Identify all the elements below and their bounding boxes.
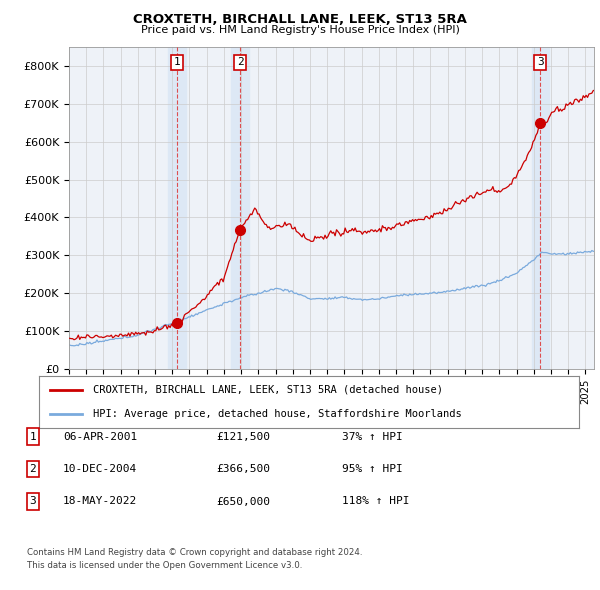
Text: 2: 2	[237, 57, 244, 67]
Text: 118% ↑ HPI: 118% ↑ HPI	[342, 497, 409, 506]
Bar	[232, 47, 249, 369]
Text: CROXTETH, BIRCHALL LANE, LEEK, ST13 5RA (detached house): CROXTETH, BIRCHALL LANE, LEEK, ST13 5RA …	[93, 385, 443, 395]
Text: 06-APR-2001: 06-APR-2001	[63, 432, 137, 441]
Bar	[532, 47, 549, 369]
Bar	[169, 47, 185, 369]
Text: 37% ↑ HPI: 37% ↑ HPI	[342, 432, 403, 441]
Text: 1: 1	[29, 432, 37, 441]
Text: 1: 1	[173, 57, 181, 67]
Text: This data is licensed under the Open Government Licence v3.0.: This data is licensed under the Open Gov…	[27, 560, 302, 569]
Text: Price paid vs. HM Land Registry's House Price Index (HPI): Price paid vs. HM Land Registry's House …	[140, 25, 460, 35]
Text: HPI: Average price, detached house, Staffordshire Moorlands: HPI: Average price, detached house, Staf…	[93, 409, 462, 419]
Text: 3: 3	[29, 497, 37, 506]
Text: 10-DEC-2004: 10-DEC-2004	[63, 464, 137, 474]
Text: £650,000: £650,000	[216, 497, 270, 506]
Text: 3: 3	[537, 57, 544, 67]
Text: 95% ↑ HPI: 95% ↑ HPI	[342, 464, 403, 474]
Text: 18-MAY-2022: 18-MAY-2022	[63, 497, 137, 506]
Text: CROXTETH, BIRCHALL LANE, LEEK, ST13 5RA: CROXTETH, BIRCHALL LANE, LEEK, ST13 5RA	[133, 13, 467, 26]
Text: 2: 2	[29, 464, 37, 474]
Text: Contains HM Land Registry data © Crown copyright and database right 2024.: Contains HM Land Registry data © Crown c…	[27, 548, 362, 556]
Text: £366,500: £366,500	[216, 464, 270, 474]
Text: £121,500: £121,500	[216, 432, 270, 441]
